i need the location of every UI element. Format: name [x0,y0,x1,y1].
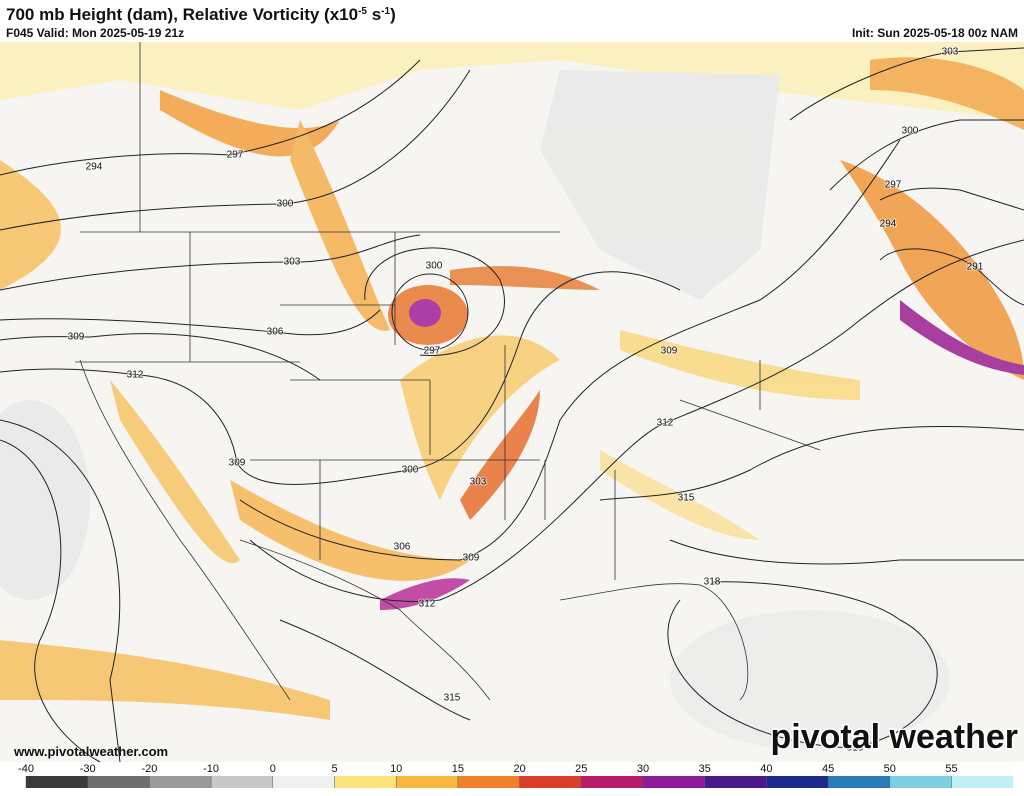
contour-label: 297 [885,180,902,191]
contour-label: 297 [424,346,441,357]
contour-label: 315 [678,493,695,504]
title-text: ) [390,5,396,24]
contour-label: 318 [847,743,864,754]
title-text: 700 mb Height (dam), Relative Vorticity … [6,5,358,24]
contour-label: 309 [68,332,85,343]
contour-label: 318 [704,577,721,588]
title-sup: -1 [381,6,390,17]
colorbar-segment [457,776,520,788]
height-contours [0,47,1024,763]
colorbar-segment [149,776,212,788]
contour-label: 312 [419,599,436,610]
contour-label: 312 [657,418,674,429]
contour-label: 303 [942,47,959,58]
contour-label: 294 [86,162,103,173]
colorbar-tick-label: 20 [513,763,525,775]
contour-label: 306 [394,542,411,553]
website: www.pivotalweather.com [13,744,168,759]
colorbar-segment [87,776,150,788]
colorbar-tick-label: 50 [884,763,896,775]
colorbar-tick-label: -30 [80,763,96,775]
colorbar-tick-label: 45 [822,763,834,775]
colorbar-segment [828,776,890,788]
map: 294 297 300 303 306 309 312 300 297 309 300 303 306 3… [0,42,1024,763]
valid-time: F045 Valid: Mon 2025-05-19 21z [6,26,184,40]
colorbar-tick-label: 55 [945,763,957,775]
colorbar-tick-label: 5 [331,763,337,775]
title-sup: -5 [358,6,367,17]
colorbar-segment [889,776,952,788]
colorbar-segment [519,776,582,788]
colorbar-segment [581,776,643,788]
init-time: Init: Sun 2025-05-18 00z NAM [852,26,1018,40]
colorbar-tick-label: -10 [203,763,219,775]
contour-label: 300 [426,261,443,272]
colorbar-segment [26,776,88,788]
contour-label: 294 [880,219,897,230]
colorbar-tick-label: 40 [760,763,772,775]
colorbar-segment [272,776,335,788]
colorbar-tick-label: 35 [699,763,711,775]
contour-label: 297 [227,150,244,161]
contour-label: 300 [402,465,419,476]
contour-label: 309 [661,346,678,357]
title: 700 mb Height (dam), Relative Vorticity … [6,5,396,24]
vorticity-field [0,42,1024,750]
contour-label: 306 [267,327,284,338]
title-text: s [367,5,381,24]
colorbar-segment [396,776,458,788]
contour-label: 303 [470,477,487,488]
contour-label: 291 [967,262,984,273]
contour-label: 309 [229,458,246,469]
contour-label: 300 [277,199,294,210]
colorbar: -40 -30 -20 -10 0 5 10 15 20 25 30 35 40 45 50 55 [18,763,1014,788]
colorbar-tick-label: -20 [141,763,157,775]
colorbar-segment [766,776,829,788]
colorbar-tick-label: -40 [18,763,34,775]
colorbar-tick-label: 25 [575,763,587,775]
colorbar-segment [643,776,705,788]
colorbar-tick-label: 0 [270,763,276,775]
borders [75,42,821,701]
colorbar-segment [951,776,1014,788]
colorbar-segment [334,776,397,788]
colorbar-segment [211,776,273,788]
contour-label: 303 [284,257,301,268]
colorbar-tick-label: 10 [390,763,402,775]
contour-labels: 294 297 300 303 306 309 312 300 297 309 300 303 306 3… [67,46,985,755]
contour-label: 312 [127,370,144,381]
contour-label: 309 [463,553,480,564]
colorbar-tick-label: 30 [637,763,649,775]
colorbar-segment [704,776,767,788]
contour-label: 300 [902,126,919,137]
logo: pivotal weather [770,718,1018,756]
colorbar-tick-label: 15 [452,763,464,775]
contour-label: 315 [444,693,461,704]
